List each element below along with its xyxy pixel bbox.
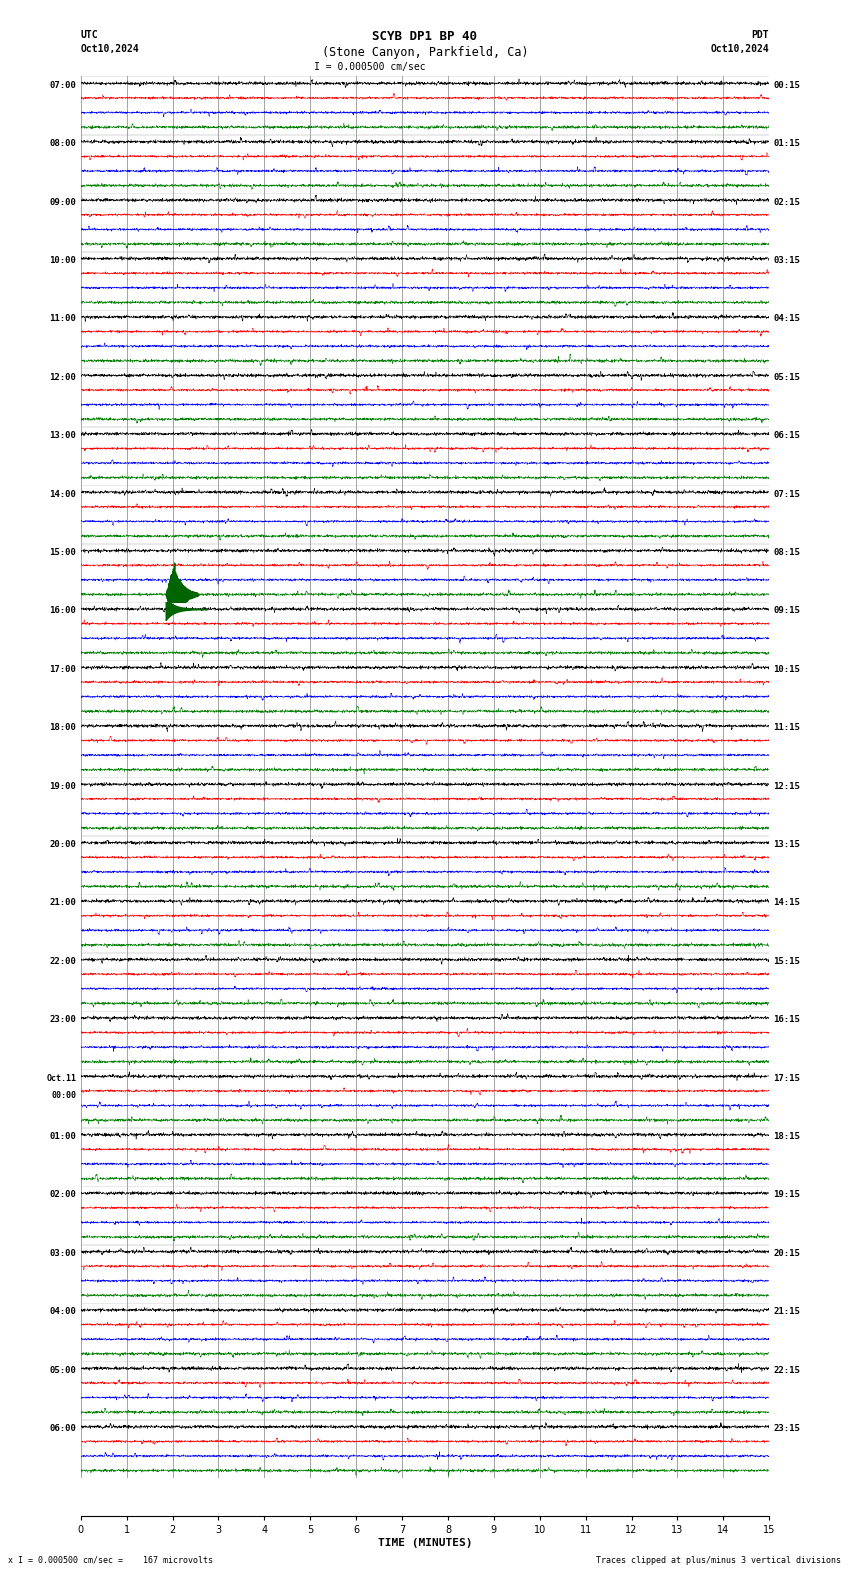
Text: 00:00: 00:00 bbox=[52, 1091, 76, 1101]
Text: (Stone Canyon, Parkfield, Ca): (Stone Canyon, Parkfield, Ca) bbox=[321, 46, 529, 59]
Text: SCYB DP1 BP 40: SCYB DP1 BP 40 bbox=[372, 30, 478, 43]
Text: 10:00: 10:00 bbox=[49, 257, 76, 265]
Text: 08:00: 08:00 bbox=[49, 139, 76, 149]
Text: 03:15: 03:15 bbox=[774, 257, 801, 265]
Text: 04:00: 04:00 bbox=[49, 1307, 76, 1316]
Text: 05:00: 05:00 bbox=[49, 1365, 76, 1375]
Text: 04:15: 04:15 bbox=[774, 314, 801, 323]
Text: 23:15: 23:15 bbox=[774, 1424, 801, 1434]
Text: 14:15: 14:15 bbox=[774, 898, 801, 908]
Text: 15:15: 15:15 bbox=[774, 957, 801, 966]
Text: 03:00: 03:00 bbox=[49, 1248, 76, 1258]
Text: x I = 0.000500 cm/sec =    167 microvolts: x I = 0.000500 cm/sec = 167 microvolts bbox=[8, 1555, 213, 1565]
Text: 22:00: 22:00 bbox=[49, 957, 76, 966]
Text: 01:00: 01:00 bbox=[49, 1133, 76, 1140]
Text: Oct.11: Oct.11 bbox=[47, 1074, 76, 1083]
Text: 19:15: 19:15 bbox=[774, 1191, 801, 1199]
Text: 07:15: 07:15 bbox=[774, 489, 801, 499]
Text: 20:00: 20:00 bbox=[49, 840, 76, 849]
Text: 10:15: 10:15 bbox=[774, 665, 801, 673]
Text: 18:00: 18:00 bbox=[49, 724, 76, 732]
Text: 20:15: 20:15 bbox=[774, 1248, 801, 1258]
Text: 16:00: 16:00 bbox=[49, 607, 76, 616]
X-axis label: TIME (MINUTES): TIME (MINUTES) bbox=[377, 1538, 473, 1548]
Text: 21:00: 21:00 bbox=[49, 898, 76, 908]
Text: Oct10,2024: Oct10,2024 bbox=[711, 44, 769, 54]
Text: 05:15: 05:15 bbox=[774, 372, 801, 382]
Text: 09:15: 09:15 bbox=[774, 607, 801, 616]
Text: UTC: UTC bbox=[81, 30, 99, 40]
Text: 06:00: 06:00 bbox=[49, 1424, 76, 1434]
Text: 09:00: 09:00 bbox=[49, 198, 76, 206]
Text: 13:00: 13:00 bbox=[49, 431, 76, 440]
Text: 08:15: 08:15 bbox=[774, 548, 801, 558]
Text: 19:00: 19:00 bbox=[49, 781, 76, 790]
Text: 12:00: 12:00 bbox=[49, 372, 76, 382]
Text: Traces clipped at plus/minus 3 vertical divisions: Traces clipped at plus/minus 3 vertical … bbox=[597, 1555, 842, 1565]
Text: I = 0.000500 cm/sec: I = 0.000500 cm/sec bbox=[314, 62, 426, 71]
Text: Oct10,2024: Oct10,2024 bbox=[81, 44, 139, 54]
Text: 22:15: 22:15 bbox=[774, 1365, 801, 1375]
Text: 21:15: 21:15 bbox=[774, 1307, 801, 1316]
Text: 07:00: 07:00 bbox=[49, 81, 76, 90]
Text: 02:00: 02:00 bbox=[49, 1191, 76, 1199]
Text: 11:00: 11:00 bbox=[49, 314, 76, 323]
Text: 17:15: 17:15 bbox=[774, 1074, 801, 1083]
Text: 02:15: 02:15 bbox=[774, 198, 801, 206]
Text: 15:00: 15:00 bbox=[49, 548, 76, 558]
Text: 06:15: 06:15 bbox=[774, 431, 801, 440]
Text: PDT: PDT bbox=[751, 30, 769, 40]
Text: 00:15: 00:15 bbox=[774, 81, 801, 90]
Text: 16:15: 16:15 bbox=[774, 1015, 801, 1025]
Text: 01:15: 01:15 bbox=[774, 139, 801, 149]
Text: 12:15: 12:15 bbox=[774, 781, 801, 790]
Text: 14:00: 14:00 bbox=[49, 489, 76, 499]
Text: 11:15: 11:15 bbox=[774, 724, 801, 732]
Text: 17:00: 17:00 bbox=[49, 665, 76, 673]
Text: 13:15: 13:15 bbox=[774, 840, 801, 849]
Text: 18:15: 18:15 bbox=[774, 1133, 801, 1140]
Text: 23:00: 23:00 bbox=[49, 1015, 76, 1025]
